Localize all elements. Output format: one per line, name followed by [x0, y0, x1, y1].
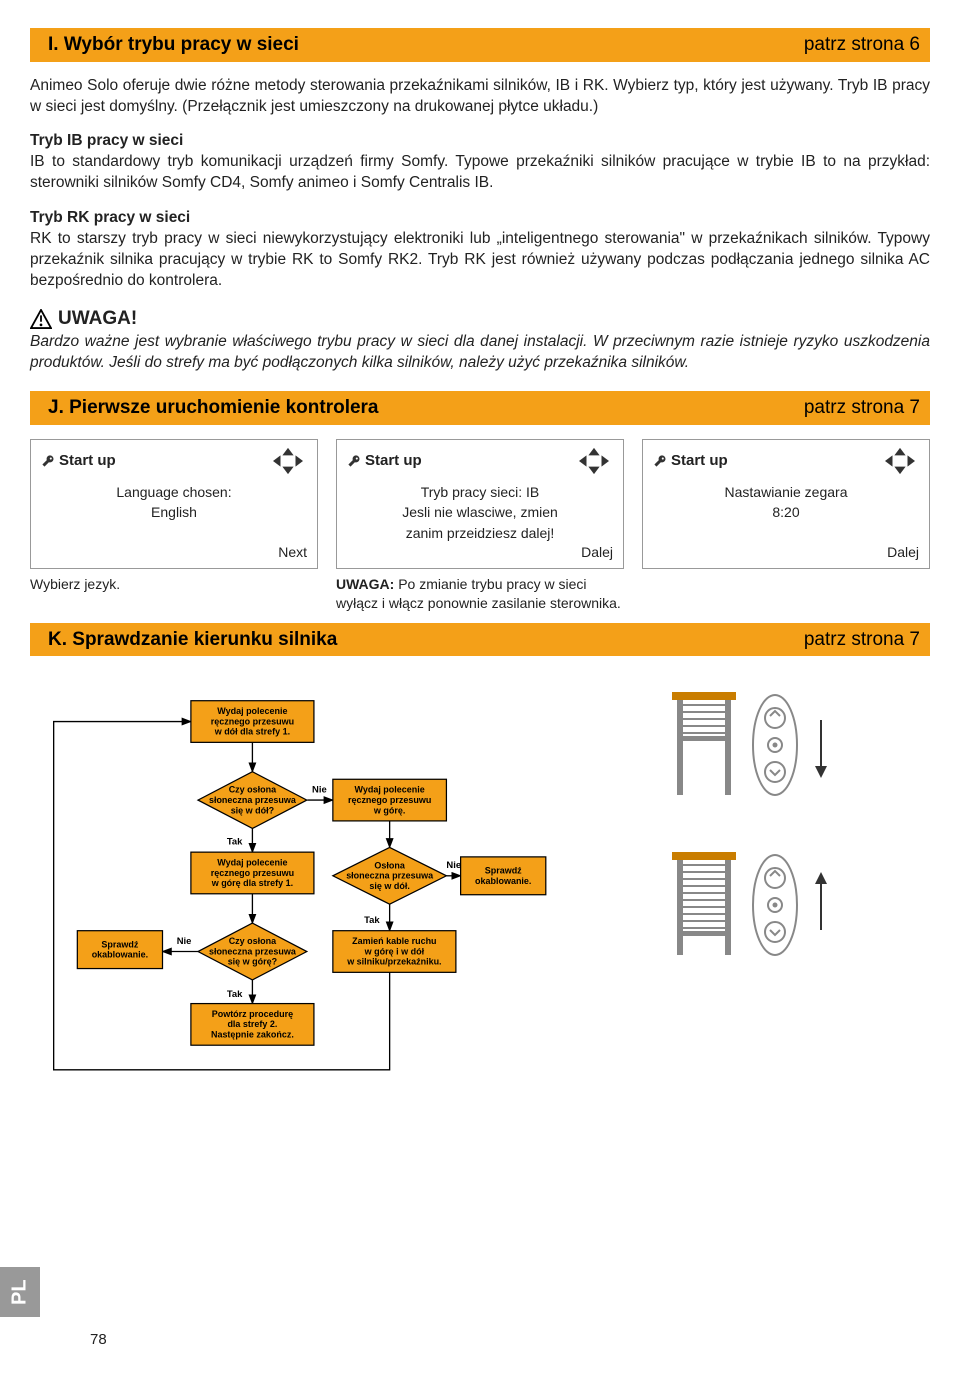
svg-text:słoneczna przesuwa: słoneczna przesuwa [346, 871, 434, 881]
wrench-icon [41, 454, 55, 468]
section-j-title: J. Pierwsze uruchomienie kontrolera [48, 395, 379, 421]
section-j-ref: patrz strona 7 [804, 395, 920, 421]
flowchart: TakNieTakNieNieTakWydaj polecenieręczneg… [30, 670, 560, 1110]
illustration-column [570, 670, 930, 960]
up-arrow-icon [811, 850, 831, 960]
panel-1-title: Start up [59, 451, 116, 471]
nav-arrows-icon [575, 446, 613, 476]
panel-1-next: Next [278, 543, 307, 562]
svg-text:Czy osłona: Czy osłona [229, 937, 277, 947]
svg-text:Osłona: Osłona [374, 861, 405, 871]
svg-text:słoneczna przesuwa: słoneczna przesuwa [209, 795, 297, 805]
panel-2-line1: Tryb pracy sieci: IB [347, 482, 613, 502]
warning-triangle-icon [30, 309, 52, 329]
svg-text:słoneczna przesuwa: słoneczna przesuwa [209, 947, 297, 957]
panel-3-title: Start up [671, 451, 728, 471]
panel-2-title: Start up [365, 451, 422, 471]
svg-text:Sprawdź: Sprawdź [485, 866, 522, 876]
panel-1-caption: Wybierz jezyk. [30, 575, 318, 594]
svg-text:ręcznego przesuwu: ręcznego przesuwu [211, 717, 294, 727]
svg-text:się w dół.: się w dół. [369, 881, 409, 891]
language-tab: PL [0, 1267, 40, 1317]
down-arrow-icon [811, 690, 831, 800]
panel-2-caption: UWAGA: Po zmianie trybu pracy w sieci wy… [336, 575, 624, 613]
panel-2-next: Dalej [581, 543, 613, 562]
panel-3: Start up Nastawianie zegara 8:20 Dalej [642, 439, 930, 569]
rk-paragraph: Tryb RK pracy w sieci RK to starszy tryb… [30, 208, 930, 292]
illustration-up [669, 850, 831, 960]
warning-heading: UWAGA! [30, 306, 930, 332]
wrench-icon [653, 454, 667, 468]
svg-text:Wydaj polecenie: Wydaj polecenie [355, 785, 425, 795]
illustration-down [669, 690, 831, 800]
section-k-title: K. Sprawdzanie kierunku silnika [48, 627, 337, 653]
nav-arrows-icon [881, 446, 919, 476]
svg-text:ręcznego przesuwu: ręcznego przesuwu [348, 795, 431, 805]
svg-text:w górę.: w górę. [373, 806, 405, 816]
svg-text:Tak: Tak [364, 916, 380, 927]
wrench-icon [347, 454, 361, 468]
svg-text:Sprawdź: Sprawdź [101, 940, 138, 950]
svg-text:Nie: Nie [446, 861, 461, 872]
svg-text:Tak: Tak [227, 837, 243, 848]
panel-1-line2: English [41, 502, 307, 522]
svg-text:w dół dla strefy 1.: w dół dla strefy 1. [214, 727, 290, 737]
svg-text:Powtórz procedurę: Powtórz procedurę [212, 1009, 293, 1019]
svg-text:Wydaj polecenie: Wydaj polecenie [217, 858, 287, 868]
warning-text: Bardzo ważne jest wybranie właściwego tr… [30, 332, 930, 374]
section-k-bar: K. Sprawdzanie kierunku silnika patrz st… [30, 623, 930, 657]
intro-paragraph: Animeo Solo oferuje dwie różne metody st… [30, 76, 930, 118]
svg-text:Nie: Nie [312, 785, 327, 796]
section-i-ref: patrz strona 6 [804, 32, 920, 58]
panel-1: Start up Language chosen: English Next [30, 439, 318, 569]
svg-text:Tak: Tak [227, 989, 243, 1000]
svg-text:Czy osłona: Czy osłona [229, 785, 277, 795]
panel-3-line2: 8:20 [653, 502, 919, 522]
svg-text:w górę dla strefy 1.: w górę dla strefy 1. [211, 879, 293, 889]
svg-text:w górę i w dół: w górę i w dół [364, 947, 425, 957]
section-i-title: I. Wybór trybu pracy w sieci [48, 32, 299, 58]
svg-text:Następnie zakończ.: Następnie zakończ. [211, 1030, 294, 1040]
startup-panels: Start up Language chosen: English Next W… [30, 439, 930, 613]
section-j-bar: J. Pierwsze uruchomienie kontrolera patr… [30, 391, 930, 425]
svg-text:się w górę?: się w górę? [228, 957, 277, 967]
page-number: 78 [90, 1330, 107, 1350]
svg-text:Wydaj polecenie: Wydaj polecenie [217, 707, 287, 717]
svg-text:dla strefy 2.: dla strefy 2. [227, 1020, 277, 1030]
svg-text:Nie: Nie [177, 936, 192, 947]
section-i-bar: I. Wybór trybu pracy w sieci patrz stron… [30, 28, 930, 62]
nav-arrows-icon [269, 446, 307, 476]
section-k-ref: patrz strona 7 [804, 627, 920, 653]
svg-text:w silniku/przekaźniku.: w silniku/przekaźniku. [346, 957, 441, 967]
panel-2-line2: Jesli nie wlasciwe, zmien [347, 502, 613, 522]
panel-1-line1: Language chosen: [41, 482, 307, 502]
panel-3-next: Dalej [887, 543, 919, 562]
panel-3-line1: Nastawianie zegara [653, 482, 919, 502]
svg-text:się w dół?: się w dół? [231, 806, 274, 816]
svg-text:ręcznego przesuwu: ręcznego przesuwu [211, 868, 294, 878]
ib-paragraph: Tryb IB pracy w sieci IB to standardowy … [30, 131, 930, 194]
panel-2: Start up Tryb pracy sieci: IB Jesli nie … [336, 439, 624, 569]
panel-2-line3: zanim przeidziesz dalej! [347, 523, 613, 543]
svg-text:okablowanie.: okablowanie. [475, 876, 531, 886]
svg-text:Zamień kable ruchu: Zamień kable ruchu [352, 937, 436, 947]
svg-text:okablowanie.: okablowanie. [92, 950, 148, 960]
